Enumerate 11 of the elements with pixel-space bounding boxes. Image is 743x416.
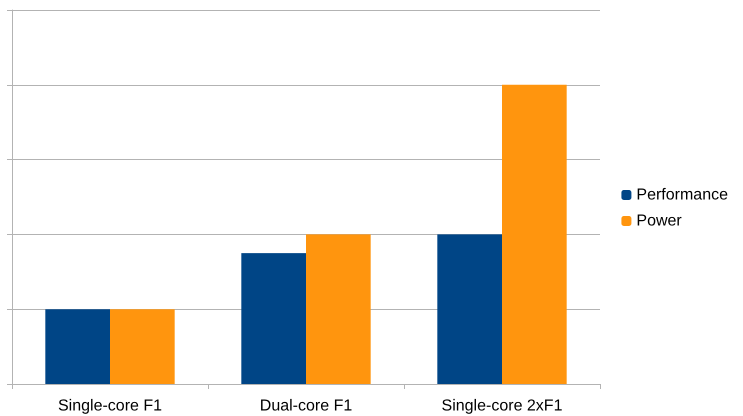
x-tick-label: Dual-core F1 — [260, 398, 352, 414]
bar — [502, 84, 567, 384]
bar — [110, 309, 175, 384]
x-tick-label: Single-core F1 — [58, 398, 162, 414]
bar — [241, 253, 306, 384]
bar — [437, 234, 502, 384]
bar — [45, 309, 110, 384]
legend-label: Performance — [636, 186, 728, 204]
x-tick-label: Single-core 2xF1 — [442, 398, 563, 414]
bar — [306, 234, 371, 384]
legend-label: Power — [636, 212, 682, 230]
